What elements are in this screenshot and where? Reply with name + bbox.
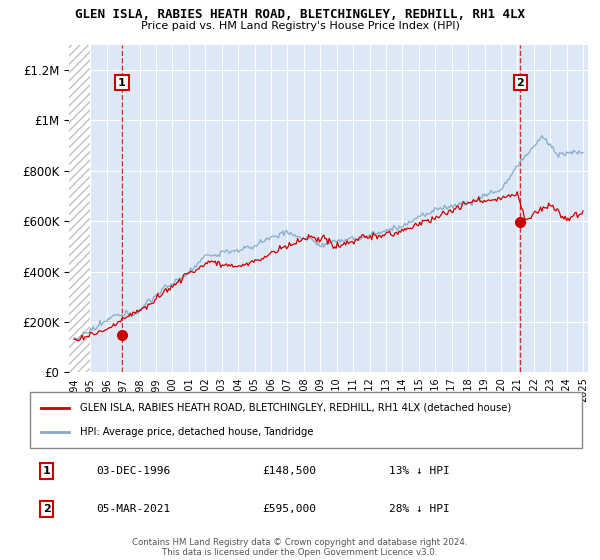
Text: HPI: Average price, detached house, Tandridge: HPI: Average price, detached house, Tand… (80, 427, 313, 437)
Text: 2: 2 (516, 78, 524, 87)
Text: GLEN ISLA, RABIES HEATH ROAD, BLETCHINGLEY, REDHILL, RH1 4LX (detached house): GLEN ISLA, RABIES HEATH ROAD, BLETCHINGL… (80, 403, 511, 413)
Text: 2: 2 (43, 504, 50, 514)
Text: 28% ↓ HPI: 28% ↓ HPI (389, 504, 449, 514)
Text: Price paid vs. HM Land Registry's House Price Index (HPI): Price paid vs. HM Land Registry's House … (140, 21, 460, 31)
Text: GLEN ISLA, RABIES HEATH ROAD, BLETCHINGLEY, REDHILL, RH1 4LX: GLEN ISLA, RABIES HEATH ROAD, BLETCHINGL… (75, 8, 525, 21)
Text: Contains HM Land Registry data © Crown copyright and database right 2024.
This d: Contains HM Land Registry data © Crown c… (132, 538, 468, 557)
Text: 05-MAR-2021: 05-MAR-2021 (96, 504, 170, 514)
Text: 1: 1 (43, 466, 50, 476)
Text: 03-DEC-1996: 03-DEC-1996 (96, 466, 170, 476)
Text: £595,000: £595,000 (262, 504, 316, 514)
Text: 1: 1 (118, 78, 126, 87)
Text: £148,500: £148,500 (262, 466, 316, 476)
FancyBboxPatch shape (30, 392, 582, 448)
Text: 13% ↓ HPI: 13% ↓ HPI (389, 466, 449, 476)
